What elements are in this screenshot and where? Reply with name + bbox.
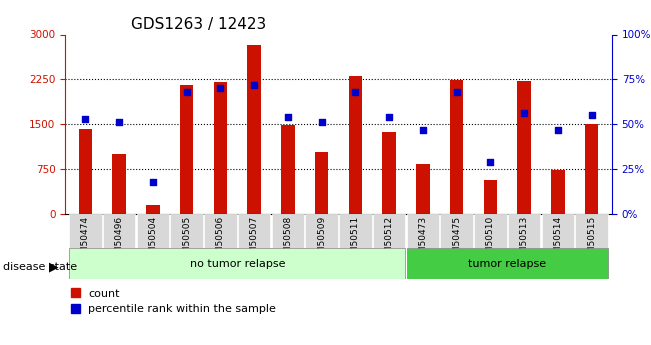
Bar (315, 152, 328, 214)
Text: GSM50508: GSM50508 (283, 216, 292, 265)
Point (384, 114, 395, 120)
Text: GSM50514: GSM50514 (553, 216, 562, 265)
Text: no tumor relapse: no tumor relapse (189, 259, 285, 269)
Point (587, 112, 597, 118)
Bar (450, 80, 464, 214)
Point (283, 114, 293, 120)
Text: GSM50475: GSM50475 (452, 216, 461, 265)
Bar (204, 214, 236, 248)
Text: GSM50509: GSM50509 (317, 216, 326, 265)
Point (148, 179, 158, 184)
Bar (238, 214, 270, 248)
Point (182, 89, 192, 95)
Bar (575, 214, 608, 248)
Text: ▶: ▶ (49, 261, 59, 274)
Bar (349, 76, 362, 214)
Text: GSM50496: GSM50496 (115, 216, 124, 265)
Bar (508, 214, 540, 248)
Bar (484, 180, 497, 214)
Bar (271, 214, 304, 248)
Bar (551, 170, 564, 214)
Point (215, 86, 226, 91)
Text: GSM50505: GSM50505 (182, 216, 191, 265)
Bar (518, 80, 531, 214)
Bar (69, 214, 102, 248)
Text: GSM50506: GSM50506 (216, 216, 225, 265)
Point (553, 127, 563, 132)
Bar (171, 214, 203, 248)
Bar (137, 214, 169, 248)
Text: GSM50511: GSM50511 (351, 216, 360, 265)
Bar (214, 82, 227, 214)
Bar (281, 125, 295, 214)
Text: GSM50513: GSM50513 (519, 216, 529, 265)
Text: GDS1263 / 12423: GDS1263 / 12423 (131, 17, 266, 32)
Point (451, 89, 462, 95)
Bar (69, 248, 406, 279)
Point (418, 127, 428, 132)
Text: GSM50510: GSM50510 (486, 216, 495, 265)
Point (114, 120, 124, 125)
Text: GSM50512: GSM50512 (385, 216, 394, 265)
Text: GSM50473: GSM50473 (419, 216, 428, 265)
Point (519, 111, 529, 116)
Text: tumor relapse: tumor relapse (468, 259, 546, 269)
Bar (474, 214, 506, 248)
Point (350, 89, 361, 95)
Point (316, 120, 327, 125)
Point (80, 116, 90, 121)
Bar (247, 45, 261, 214)
Text: GSM50504: GSM50504 (148, 216, 158, 265)
Bar (407, 248, 608, 279)
Bar (180, 85, 193, 214)
Bar (305, 214, 338, 248)
Bar (585, 124, 598, 214)
Bar (382, 132, 396, 214)
Bar (113, 154, 126, 214)
Bar (407, 214, 439, 248)
Bar (103, 214, 135, 248)
Bar (79, 129, 92, 214)
Bar (416, 164, 430, 214)
Text: disease state: disease state (3, 263, 77, 272)
Bar (339, 214, 372, 248)
Point (249, 82, 259, 88)
Bar (146, 205, 159, 214)
Bar (373, 214, 406, 248)
Text: GSM50474: GSM50474 (81, 216, 90, 265)
Text: GSM50515: GSM50515 (587, 216, 596, 265)
Bar (441, 214, 473, 248)
Legend: count, percentile rank within the sample: count, percentile rank within the sample (71, 288, 276, 314)
Text: GSM50507: GSM50507 (249, 216, 258, 265)
Bar (542, 214, 574, 248)
Point (485, 159, 495, 165)
